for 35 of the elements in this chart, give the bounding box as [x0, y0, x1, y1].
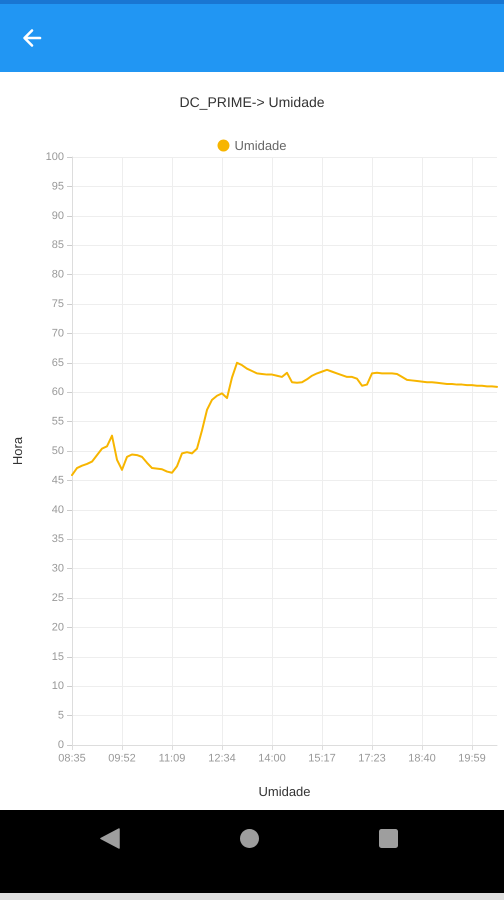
y-tick-label: 15 — [52, 650, 64, 663]
x-tick-label: 17:23 — [358, 752, 386, 764]
y-tick-label: 90 — [52, 210, 64, 222]
y-tick-label: 30 — [52, 562, 64, 575]
y-tick-label: 70 — [52, 327, 64, 340]
y-tick-label: 40 — [52, 504, 64, 516]
x-tick-label: 18:40 — [408, 752, 436, 764]
y-tick-label: 80 — [52, 268, 64, 281]
y-tick-label: 10 — [52, 680, 64, 692]
y-tick-label: 60 — [52, 386, 64, 398]
x-tick-label: 11:09 — [158, 752, 186, 764]
legend-label: Umidade — [234, 138, 287, 153]
y-tick-label: 45 — [52, 474, 64, 486]
y-tick-label: 35 — [52, 533, 64, 546]
y-tick-label: 25 — [52, 592, 64, 604]
x-tick-label: 12:34 — [208, 752, 236, 764]
y-axis-title: Hora — [10, 436, 25, 466]
y-tick-label: 0 — [58, 739, 64, 751]
x-tick-label: 15:17 — [308, 752, 336, 764]
y-tick-label: 100 — [46, 151, 64, 163]
y-tick-label: 65 — [52, 356, 64, 369]
x-tick-label: 09:52 — [108, 752, 136, 764]
chart-title: DC_PRIME-> Umidade — [179, 94, 325, 110]
x-axis-title: Umidade — [258, 784, 311, 799]
y-tick-label: 20 — [52, 621, 64, 634]
y-tick-label: 95 — [52, 180, 64, 192]
y-tick-label: 50 — [52, 445, 64, 457]
x-tick-label: 19:59 — [458, 752, 486, 764]
y-tick-label: 75 — [52, 298, 64, 310]
x-tick-label: 14:00 — [258, 752, 286, 764]
y-tick-label: 5 — [58, 710, 64, 722]
line-series — [71, 362, 498, 476]
y-tick-label: 85 — [52, 239, 64, 252]
x-tick-label: 08:35 — [58, 752, 86, 764]
y-tick-label: 55 — [52, 416, 64, 428]
